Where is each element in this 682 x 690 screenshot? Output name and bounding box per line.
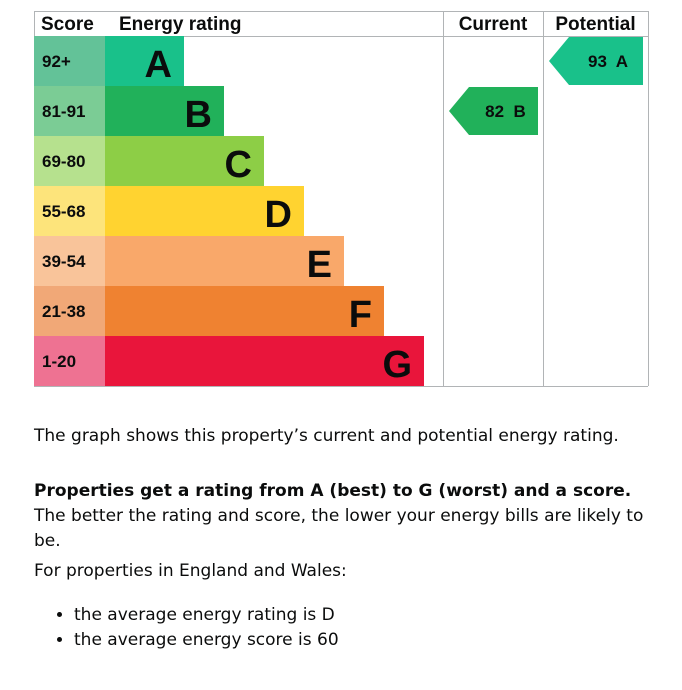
averages-list: the average energy rating is D the avera…: [34, 603, 339, 653]
chart-bands: 92+ A 81-91 B 69-80 C 55-68 D 39-54 E 21-38 F 1-20 G: [34, 36, 424, 386]
header-energy-rating: Energy rating: [119, 14, 241, 35]
score-cell-e: [34, 236, 105, 286]
current-rating-marker-label: 82 B: [485, 102, 526, 121]
rating-letter-d: D: [265, 194, 292, 236]
region-note: For properties in England and Wales:: [34, 561, 347, 581]
rating-bar-d: [105, 186, 304, 236]
list-item: the average energy rating is D: [74, 603, 339, 628]
rating-letter-e: E: [307, 244, 332, 286]
chart-markers: 82 B 93 A: [449, 37, 643, 135]
rating-explanation: Properties get a rating from A (best) to…: [34, 479, 654, 554]
rating-explanation-rest: The better the rating and score, the low…: [34, 506, 644, 551]
rating-letter-b: B: [185, 94, 212, 136]
list-item: the average energy score is 60: [74, 628, 339, 653]
score-range-d: 55-68: [42, 202, 85, 221]
score-cell-d: [34, 186, 105, 236]
rating-letter-g: G: [382, 344, 412, 386]
potential-rating-marker-label: 93 A: [588, 52, 628, 71]
score-range-e: 39-54: [42, 252, 86, 271]
score-range-b: 81-91: [42, 102, 85, 121]
rating-bar-e: [105, 236, 344, 286]
score-cell-c: [34, 136, 105, 186]
chart-headers: Score Energy rating Current Potential: [41, 14, 636, 35]
score-cell-f: [34, 286, 105, 336]
rating-explanation-bold: Properties get a rating from A (best) to…: [34, 481, 632, 501]
rating-letter-a: A: [145, 44, 172, 86]
score-range-a: 92+: [42, 52, 71, 71]
graph-description: The graph shows this property’s current …: [34, 426, 619, 446]
rating-letter-c: C: [225, 144, 252, 186]
potential-rating-marker: [549, 37, 643, 85]
score-cell-a: [34, 36, 105, 86]
epc-chart: Score Energy rating Current Potential 92+ A 8…: [34, 11, 649, 387]
rating-letter-f: F: [349, 294, 372, 336]
score-cell-g: [34, 336, 105, 386]
header-score: Score: [41, 14, 94, 35]
rating-bar-b: [105, 86, 224, 136]
score-range-g: 1-20: [42, 352, 76, 371]
score-range-f: 21-38: [42, 302, 85, 321]
rating-bar-c: [105, 136, 264, 186]
score-range-c: 69-80: [42, 152, 85, 171]
rating-bar-g: [105, 336, 424, 386]
header-current: Current: [459, 14, 528, 35]
rating-bar-f: [105, 286, 384, 336]
rating-bar-a: [105, 36, 184, 86]
header-potential: Potential: [555, 14, 635, 35]
current-rating-marker: [449, 87, 538, 135]
score-cell-b: [34, 86, 105, 136]
